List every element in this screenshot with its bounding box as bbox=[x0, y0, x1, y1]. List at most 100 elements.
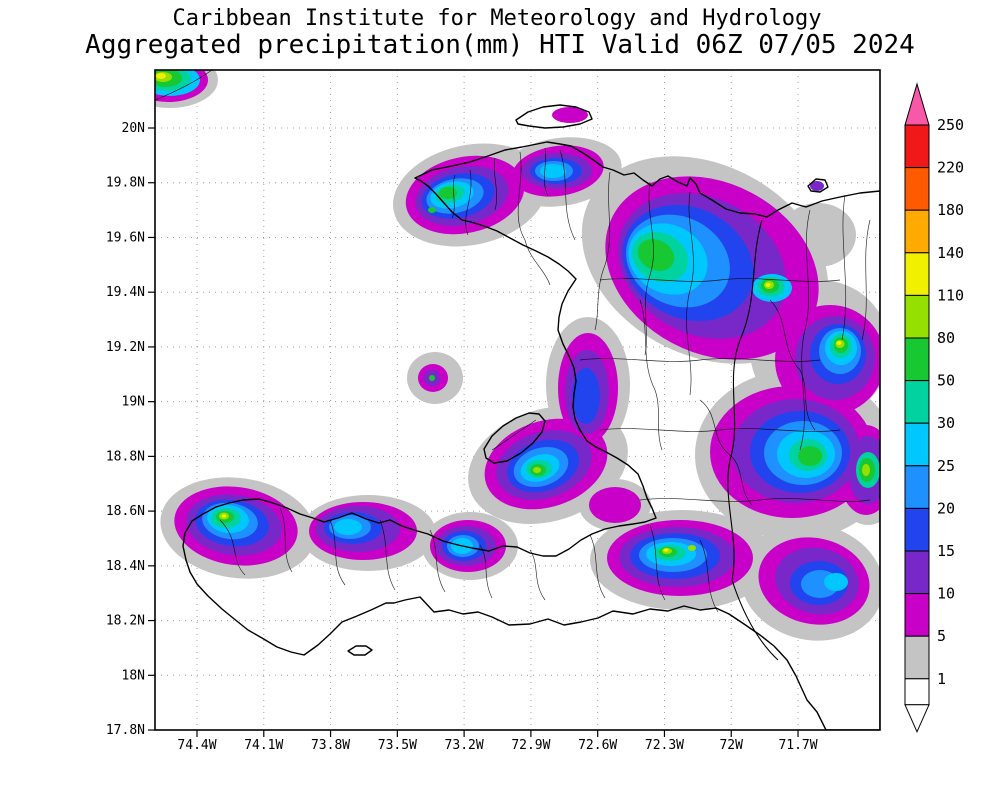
precip-contour-25mm bbox=[824, 573, 848, 591]
colorbar-segment-15 bbox=[904, 507, 930, 552]
y-axis-tick-label: 18.4N bbox=[106, 559, 145, 574]
x-axis-tick-label: 73.8W bbox=[311, 738, 350, 753]
admin-boundary-line bbox=[329, 519, 346, 586]
colorbar-label: 180 bbox=[937, 201, 964, 219]
precip-contour-50mm bbox=[798, 446, 822, 466]
y-axis-tick-label: 19.8N bbox=[106, 176, 145, 191]
admin-boundary-line bbox=[451, 174, 456, 219]
colorbar-segment-140 bbox=[904, 209, 930, 254]
y-axis-tick-label: 17.8N bbox=[106, 723, 145, 738]
map-plot-area bbox=[155, 70, 880, 730]
colorbar-segment-10 bbox=[904, 550, 930, 595]
admin-boundary-line bbox=[599, 278, 841, 282]
y-axis-tick-label: 18.6N bbox=[106, 504, 145, 519]
x-axis-tick-label: 71.7W bbox=[778, 738, 817, 753]
ile-a-vache-coastline bbox=[347, 645, 373, 656]
precip-contour-15mm bbox=[572, 368, 600, 424]
axes: 74.4W 74.1W 73.8W 73.5W 73.2W 72.9W 72.6W 72.3W… bbox=[106, 121, 818, 753]
precip-contour-110mm bbox=[765, 283, 771, 287]
colorbar-label: 30 bbox=[937, 414, 955, 432]
precip-contour-50mm bbox=[429, 375, 435, 381]
admin-boundary-line bbox=[649, 524, 666, 601]
colorbar-label: 20 bbox=[937, 499, 955, 517]
coastlines bbox=[182, 104, 880, 730]
admin-boundary-line bbox=[279, 507, 293, 573]
admin-boundary-line bbox=[599, 428, 841, 432]
colorbar-label: 80 bbox=[937, 329, 955, 347]
x-axis-tick-label: 72.3W bbox=[645, 738, 684, 753]
admin-boundary-line bbox=[494, 157, 498, 211]
y-axis-tick-label: 20N bbox=[122, 121, 145, 136]
admin-boundary-line bbox=[639, 299, 663, 451]
plot-frame bbox=[154, 69, 881, 731]
admin-boundary-line bbox=[699, 399, 753, 506]
admin-boundary-line bbox=[579, 358, 821, 362]
colorbar-label: 1 bbox=[937, 670, 946, 688]
admin-boundary-line bbox=[639, 498, 871, 502]
admin-boundary-line bbox=[686, 191, 694, 396]
precip-contour-80mm bbox=[533, 467, 541, 473]
x-axis-tick-label: 72W bbox=[719, 738, 743, 753]
colorbar-segment-lt1 bbox=[904, 678, 930, 706]
precip-contour-5mm bbox=[589, 487, 641, 523]
colorbar-segment-180 bbox=[904, 167, 930, 211]
admin-boundary-line bbox=[769, 299, 816, 431]
precip-contour-110mm bbox=[156, 73, 166, 79]
map-title: Aggregated precipitation(mm) HTI Valid 0… bbox=[85, 30, 915, 60]
colorbar-segment-80 bbox=[904, 294, 930, 339]
organization-title: Caribbean Institute for Meteorology and … bbox=[172, 6, 821, 31]
colorbar-label: 5 bbox=[937, 627, 946, 645]
hispaniola-mainland-coastline bbox=[182, 141, 880, 730]
x-axis-tick-label: 73.2W bbox=[445, 738, 484, 753]
colorbar-segment-30 bbox=[904, 380, 930, 424]
precip-contour-80mm bbox=[688, 545, 696, 551]
precip-contour-110mm bbox=[836, 341, 842, 345]
colorbar-label: 250 bbox=[937, 116, 964, 134]
precip-contour-110mm bbox=[663, 548, 669, 552]
admin-boundary-line bbox=[491, 419, 537, 451]
admin-boundary-line bbox=[594, 171, 611, 331]
colorbar-label: 220 bbox=[937, 159, 964, 177]
y-axis-tick-label: 18.2N bbox=[106, 614, 145, 629]
precipitation-field bbox=[155, 70, 880, 641]
y-axis-tick-label: 19.4N bbox=[106, 285, 145, 300]
tortue-island-coastline bbox=[515, 104, 593, 129]
admin-boundary-line bbox=[644, 181, 654, 356]
x-axis-tick-label: 73.5W bbox=[378, 738, 417, 753]
colorbar-segment-25 bbox=[904, 422, 930, 467]
admin-boundary-line bbox=[841, 194, 847, 341]
admin-boundary-line bbox=[379, 519, 396, 591]
colorbar-segment-110 bbox=[904, 252, 930, 296]
colorbar-segment-220 bbox=[904, 124, 930, 169]
precip-contour-50mm bbox=[439, 187, 457, 199]
precip-contour-110mm bbox=[221, 514, 227, 518]
colorbar-top-arrow bbox=[904, 82, 930, 126]
admin-boundary-line bbox=[219, 519, 246, 576]
colorbar-label: 25 bbox=[937, 457, 955, 475]
colorbar-label: 50 bbox=[937, 372, 955, 390]
precip-contour-80mm bbox=[862, 464, 870, 476]
x-axis-tick-label: 72.9W bbox=[511, 738, 550, 753]
colorbar-segment-20 bbox=[904, 465, 930, 509]
admin-boundary-line bbox=[529, 549, 546, 601]
colorbar: 250 220 180 140 110 80 50 30 25 20 15 10 5 1 bbox=[904, 82, 964, 734]
precip-contour-25mm bbox=[334, 519, 362, 535]
admin-boundary-line bbox=[544, 147, 549, 197]
colorbar-label: 110 bbox=[937, 286, 964, 304]
gonave-island-coastline bbox=[483, 412, 546, 464]
admin-boundary-line bbox=[517, 151, 551, 286]
admin-boundary-line bbox=[559, 149, 576, 241]
colorbar-label: 140 bbox=[937, 244, 964, 262]
haiti-dr-border bbox=[727, 219, 779, 661]
precip-contour-5mm bbox=[552, 107, 588, 123]
x-axis-tick-label: 72.6W bbox=[578, 738, 617, 753]
admin-boundaries bbox=[155, 70, 871, 613]
colorbar-segment-50 bbox=[904, 337, 930, 382]
x-axis-tick-label: 74.1W bbox=[244, 738, 283, 753]
admin-boundary-line bbox=[155, 70, 213, 101]
admin-boundary-line bbox=[699, 539, 719, 613]
colorbar-label: 15 bbox=[937, 542, 955, 560]
y-axis-tick-label: 18.8N bbox=[106, 449, 145, 464]
